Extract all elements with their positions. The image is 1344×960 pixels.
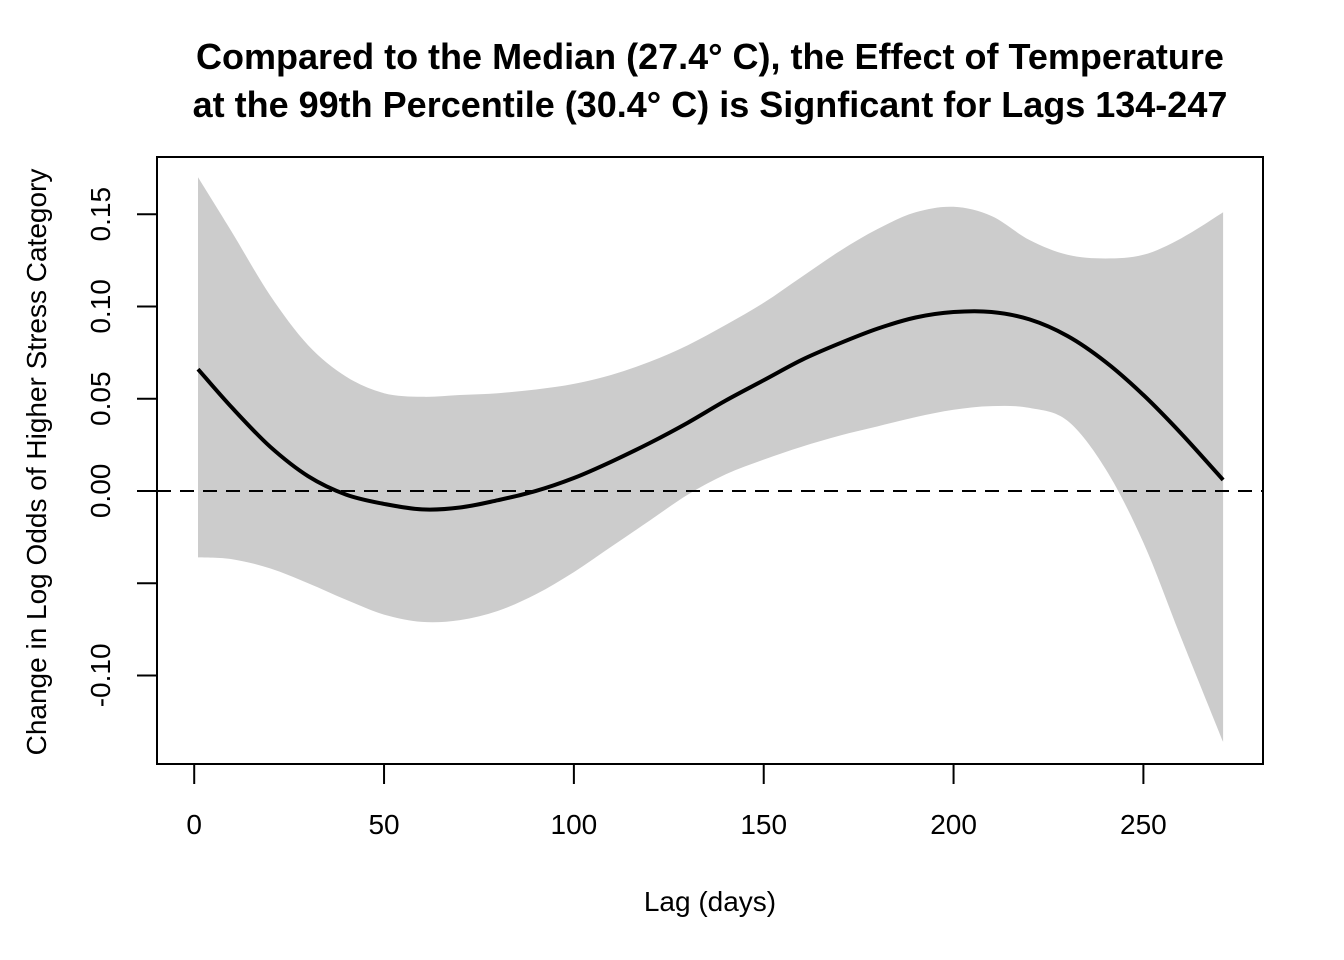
x-tick-label: 100 (551, 809, 598, 840)
y-tick-label: 0.10 (85, 279, 116, 334)
x-axis-label: Lag (days) (644, 886, 776, 917)
y-tick-label: 0.05 (85, 371, 116, 426)
x-tick-label: 0 (186, 809, 202, 840)
y-tick-label: -0.10 (85, 643, 116, 707)
estimate-line (196, 309, 1225, 512)
chart-title-line-2: at the 99th Percentile (30.4° C) is Sign… (192, 84, 1228, 125)
y-tick-label: 0.00 (85, 464, 116, 519)
plot-layer (157, 177, 1263, 742)
x-tick-label: 250 (1120, 809, 1167, 840)
y-axis-label: Change in Log Odds of Higher Stress Cate… (21, 169, 52, 756)
x-tick-label: 200 (930, 809, 977, 840)
confidence-band (198, 177, 1224, 742)
x-tick-label: 50 (368, 809, 399, 840)
x-tick-label: 150 (740, 809, 787, 840)
y-tick-label: 0.15 (85, 187, 116, 242)
y-axis: -0.10 0.00 0.05 0.10 0.15 (85, 187, 158, 707)
x-axis: 0 50 100 150 200 250 (186, 763, 1167, 840)
chart-title-line-1: Compared to the Median (27.4° C), the Ef… (196, 36, 1224, 77)
